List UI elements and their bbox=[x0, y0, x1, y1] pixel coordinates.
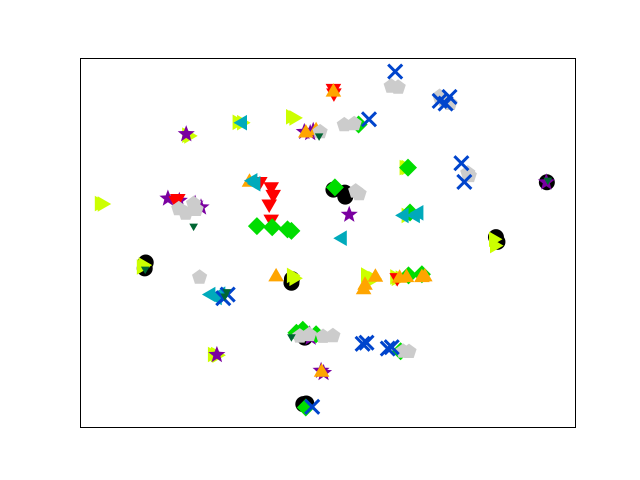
scatter-point bbox=[159, 189, 177, 206]
scatter-point bbox=[387, 63, 404, 80]
scatter-point bbox=[399, 158, 417, 177]
scatter-point bbox=[453, 155, 470, 172]
scatter-point bbox=[268, 267, 284, 282]
scatter-point bbox=[325, 178, 344, 197]
plot-area bbox=[94, 63, 555, 417]
scatter-point bbox=[367, 268, 384, 282]
scatter-point bbox=[247, 217, 266, 236]
scatter-point bbox=[417, 267, 433, 282]
scatter-point bbox=[189, 223, 198, 232]
scatter-series-8 bbox=[171, 78, 477, 358]
scatter-point bbox=[304, 398, 321, 415]
scatter-point bbox=[409, 205, 424, 221]
scatter-point bbox=[333, 230, 347, 246]
scatter-point bbox=[340, 205, 358, 222]
scatter-point bbox=[357, 276, 373, 290]
scatter-point bbox=[177, 125, 195, 142]
scatter-point bbox=[401, 343, 417, 358]
scatter-point bbox=[140, 266, 150, 275]
scatter-point bbox=[170, 194, 186, 208]
scatter-point bbox=[351, 185, 367, 201]
scatter-point bbox=[390, 79, 406, 94]
scatter-series-10 bbox=[140, 133, 553, 342]
scatter-point bbox=[289, 110, 303, 126]
scatter-point bbox=[325, 83, 342, 97]
scatter-series-9 bbox=[215, 63, 473, 415]
scatter-point bbox=[289, 270, 303, 287]
scatter-point bbox=[379, 340, 396, 357]
scatter-point bbox=[395, 207, 409, 224]
scatter-point bbox=[233, 114, 247, 131]
scatter-point bbox=[346, 115, 362, 131]
scatter-point bbox=[314, 133, 324, 141]
scatter-point bbox=[188, 201, 204, 216]
scatter-point bbox=[354, 335, 371, 352]
scatter-point bbox=[301, 326, 317, 342]
scatter-point bbox=[263, 218, 282, 237]
scatter-point bbox=[192, 269, 208, 284]
scatter-point bbox=[222, 289, 232, 297]
scatter-point bbox=[325, 327, 341, 343]
scatter-point bbox=[358, 334, 375, 351]
scatter-point bbox=[315, 328, 331, 343]
scatter-point bbox=[543, 177, 553, 186]
scatter-point bbox=[282, 221, 301, 240]
axes-frame bbox=[80, 58, 576, 428]
scatter-point bbox=[398, 268, 415, 283]
scatter-point bbox=[287, 334, 296, 342]
scatter-point bbox=[208, 345, 226, 363]
scatter-point bbox=[490, 237, 504, 254]
scatter-point bbox=[261, 199, 277, 213]
scatter-point bbox=[360, 111, 378, 128]
scatter-point bbox=[265, 189, 281, 204]
scatter-point bbox=[456, 173, 473, 190]
scatter-point bbox=[263, 182, 279, 196]
scatter-point bbox=[97, 196, 112, 212]
scatter-point bbox=[383, 339, 400, 356]
scatter-point bbox=[246, 176, 261, 192]
scatter-point bbox=[437, 95, 454, 112]
scatter-point bbox=[337, 188, 354, 205]
scatter-point bbox=[313, 363, 330, 377]
